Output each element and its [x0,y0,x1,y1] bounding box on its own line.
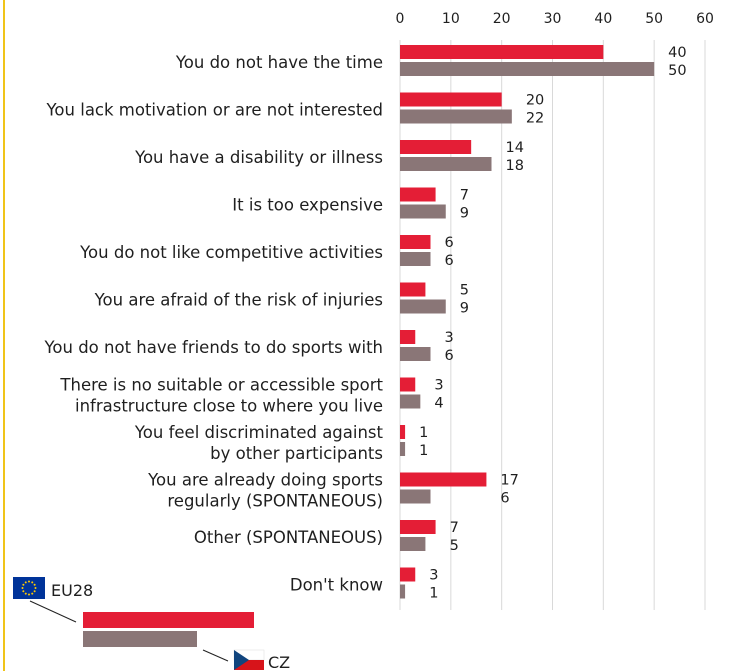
value-label-cz: 9 [460,301,469,317]
bar-eu28 [400,520,436,534]
value-label-cz: 5 [450,538,459,554]
category-label: You are already doing sports [147,471,383,490]
x-tick-label: 50 [645,11,663,27]
category-label: You feel discriminated against [134,423,384,442]
category-label: You are afraid of the risk of injuries [94,291,383,310]
bar-cz [400,347,431,361]
value-label-cz: 6 [445,348,454,364]
x-tick-label: 0 [396,11,405,27]
legend-swatch-cz [83,631,197,647]
value-label-eu28: 3 [434,378,443,394]
value-label-cz: 50 [668,63,686,79]
value-label-eu28: 1 [419,425,428,441]
category-label: You lack motivation or are not intereste… [46,101,383,120]
gridlines [399,40,706,610]
bar-cz [400,204,446,219]
bar-eu28 [400,330,416,344]
category-label: You do not have friends to do sports wit… [44,338,383,357]
value-label-eu28: 7 [450,520,459,536]
category-label: You do not like competitive activities [79,243,383,262]
value-label-cz: 22 [526,111,544,127]
value-label-cz: 9 [460,206,469,222]
category-label: regularly (SPONTANEOUS) [167,492,383,511]
bar-cz [400,394,421,409]
x-tick-label: 30 [544,11,562,27]
bar-eu28 [400,472,487,487]
x-tick-label: 60 [696,11,714,27]
bar-cz [400,157,492,171]
value-label-eu28: 14 [506,140,524,156]
bars [400,45,655,599]
legend-label-cz: CZ [268,653,290,671]
legend-eu28: EU28 [13,577,254,628]
bar-cz [400,442,406,456]
value-label-eu28: 3 [429,568,438,584]
bar-eu28 [400,425,406,439]
category-label: infrastructure close to where you live [75,397,383,416]
value-label-cz: 6 [500,491,509,507]
value-label-cz: 4 [434,396,443,412]
bar-eu28 [400,235,431,249]
bar-cz [400,489,431,504]
bar-eu28 [400,92,502,107]
bar-eu28 [400,45,604,59]
value-label-cz: 18 [506,158,524,174]
legend: EU28 CZ [13,577,290,671]
category-labels: You do not have the time You lack motivat… [44,53,384,595]
bar-cz [400,584,406,599]
bar-cz [400,299,446,314]
bar-eu28 [400,282,426,297]
eu-flag-icon [13,577,45,599]
value-label-eu28: 5 [460,283,469,299]
bar-eu28 [400,187,436,202]
category-label: You have a disability or illness [134,148,383,167]
left-accent-rule [3,0,5,671]
category-label: It is too expensive [232,196,383,215]
value-label-eu28: 3 [445,330,454,346]
x-tick-label: 10 [442,11,460,27]
x-tick-label: 20 [493,11,511,27]
value-label-cz: 1 [429,586,438,602]
category-label: by other participants [210,444,383,463]
value-label-eu28: 40 [668,45,686,61]
category-label: There is no suitable or accessible sport [59,376,383,395]
x-axis-ticks: 0 10 20 30 40 50 60 [396,11,714,27]
bar-eu28 [400,567,416,582]
bar-cz [400,252,431,266]
category-label: Other (SPONTANEOUS) [194,528,383,547]
czech-flag-icon [233,649,265,670]
legend-swatch-eu28 [83,612,254,628]
bar-eu28 [400,377,416,392]
value-label-cz: 6 [445,253,454,269]
category-label: You do not have the time [175,53,383,72]
legend-cz: CZ [83,631,290,671]
value-label-eu28: 7 [460,188,469,204]
bar-cz [400,109,512,124]
bar-eu28 [400,140,472,154]
value-label-eu28: 6 [445,235,454,251]
category-label: Don't know [290,576,383,595]
value-label-eu28: 17 [500,473,518,489]
legend-label-eu28: EU28 [51,581,93,600]
value-label-eu28: 20 [526,93,544,109]
x-tick-label: 40 [594,11,612,27]
value-label-cz: 1 [419,443,428,459]
bar-cz [400,62,655,76]
bar-cz [400,537,426,551]
